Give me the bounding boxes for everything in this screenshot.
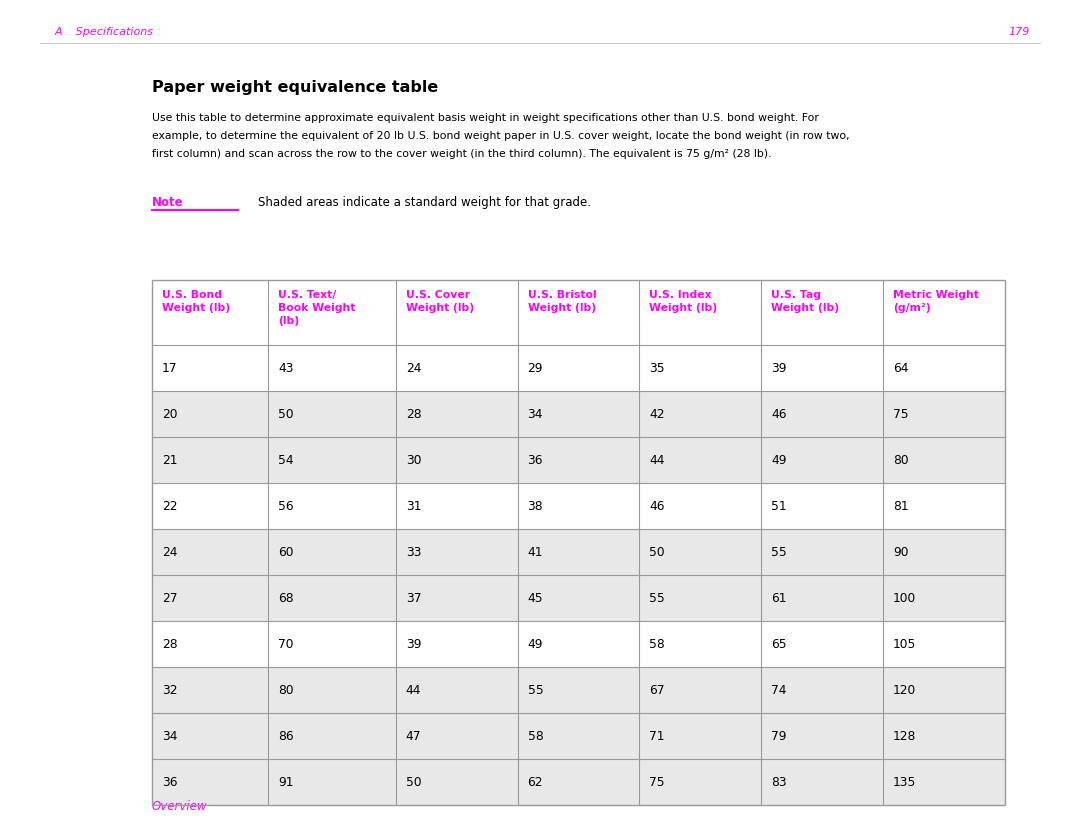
Text: 46: 46 (771, 408, 787, 420)
Text: 44: 44 (649, 454, 665, 466)
Text: 20: 20 (162, 408, 177, 420)
Text: 39: 39 (406, 637, 421, 651)
Bar (152, 759, 1005, 805)
Text: 35: 35 (649, 361, 665, 374)
Text: 50: 50 (406, 776, 421, 788)
Text: 54: 54 (278, 454, 294, 466)
Text: 91: 91 (278, 776, 294, 788)
Text: 62: 62 (527, 776, 543, 788)
Text: 105: 105 (893, 637, 917, 651)
Text: 68: 68 (278, 591, 294, 605)
Text: 86: 86 (278, 730, 294, 742)
Text: 60: 60 (278, 545, 294, 559)
Text: 65: 65 (771, 637, 787, 651)
Text: 179: 179 (1009, 27, 1030, 37)
Text: Use this table to determine approximate equivalent basis weight in weight specif: Use this table to determine approximate … (152, 113, 819, 123)
Text: 50: 50 (649, 545, 665, 559)
Text: 29: 29 (527, 361, 543, 374)
Text: 43: 43 (278, 361, 294, 374)
Text: 24: 24 (162, 545, 177, 559)
Text: 44: 44 (406, 684, 421, 696)
Bar (152, 667, 1005, 713)
Text: 49: 49 (527, 637, 543, 651)
Text: 31: 31 (406, 500, 421, 513)
Bar (152, 391, 1005, 437)
Bar (152, 575, 1005, 621)
Text: 41: 41 (527, 545, 543, 559)
Text: A    Specifications: A Specifications (55, 27, 154, 37)
Text: 55: 55 (649, 591, 665, 605)
Text: 51: 51 (771, 500, 787, 513)
Text: 75: 75 (893, 408, 908, 420)
Text: 22: 22 (162, 500, 177, 513)
Text: 81: 81 (893, 500, 908, 513)
Text: 74: 74 (771, 684, 787, 696)
Bar (152, 713, 1005, 759)
Text: 58: 58 (527, 730, 543, 742)
Text: 24: 24 (406, 361, 421, 374)
Text: Metric Weight
(g/m²): Metric Weight (g/m²) (893, 290, 978, 313)
Text: 30: 30 (406, 454, 421, 466)
Text: 55: 55 (527, 684, 543, 696)
Text: 36: 36 (162, 776, 177, 788)
Text: 46: 46 (649, 500, 665, 513)
Text: U.S. Bristol
Weight (lb): U.S. Bristol Weight (lb) (527, 290, 596, 313)
Text: 56: 56 (278, 500, 294, 513)
Text: 32: 32 (162, 684, 177, 696)
Text: 34: 34 (162, 730, 177, 742)
Text: U.S. Tag
Weight (lb): U.S. Tag Weight (lb) (771, 290, 839, 313)
Text: 75: 75 (649, 776, 665, 788)
Text: 58: 58 (649, 637, 665, 651)
Text: 50: 50 (278, 408, 294, 420)
Text: 79: 79 (771, 730, 787, 742)
Text: 17: 17 (162, 361, 177, 374)
Text: 80: 80 (278, 684, 294, 696)
Text: 27: 27 (162, 591, 177, 605)
Text: Overview: Overview (152, 800, 207, 813)
Text: 34: 34 (527, 408, 543, 420)
Text: 128: 128 (893, 730, 917, 742)
Text: 39: 39 (771, 361, 787, 374)
Text: 49: 49 (771, 454, 787, 466)
Text: Paper weight equivalence table: Paper weight equivalence table (152, 80, 438, 95)
Text: U.S. Bond
Weight (lb): U.S. Bond Weight (lb) (162, 290, 230, 313)
Text: 28: 28 (162, 637, 177, 651)
Text: 28: 28 (406, 408, 421, 420)
Text: 36: 36 (527, 454, 543, 466)
Text: 67: 67 (649, 684, 665, 696)
Text: U.S. Cover
Weight (lb): U.S. Cover Weight (lb) (406, 290, 474, 313)
Text: 42: 42 (649, 408, 665, 420)
Bar (152, 529, 1005, 575)
Text: Note: Note (152, 196, 184, 209)
Text: Shaded areas indicate a standard weight for that grade.: Shaded areas indicate a standard weight … (258, 196, 591, 209)
Text: 55: 55 (771, 545, 787, 559)
Text: 33: 33 (406, 545, 421, 559)
Text: 21: 21 (162, 454, 177, 466)
Text: 120: 120 (893, 684, 917, 696)
Text: 47: 47 (406, 730, 421, 742)
Text: 100: 100 (893, 591, 917, 605)
Bar (152, 437, 1005, 483)
Text: 90: 90 (893, 545, 908, 559)
Text: 38: 38 (527, 500, 543, 513)
Text: 70: 70 (278, 637, 294, 651)
Text: first column) and scan across the row to the cover weight (in the third column).: first column) and scan across the row to… (152, 149, 771, 159)
Text: example, to determine the equivalent of 20 lb U.S. bond weight paper in U.S. cov: example, to determine the equivalent of … (152, 131, 850, 141)
Text: 37: 37 (406, 591, 421, 605)
Text: U.S. Text/
Book Weight
(lb): U.S. Text/ Book Weight (lb) (278, 290, 355, 325)
Text: 83: 83 (771, 776, 787, 788)
Text: 80: 80 (893, 454, 908, 466)
Text: 45: 45 (527, 591, 543, 605)
Text: 71: 71 (649, 730, 665, 742)
Text: 64: 64 (893, 361, 908, 374)
Text: 135: 135 (893, 776, 917, 788)
Text: U.S. Index
Weight (lb): U.S. Index Weight (lb) (649, 290, 717, 313)
Text: 61: 61 (771, 591, 787, 605)
Bar (152, 280, 1005, 805)
